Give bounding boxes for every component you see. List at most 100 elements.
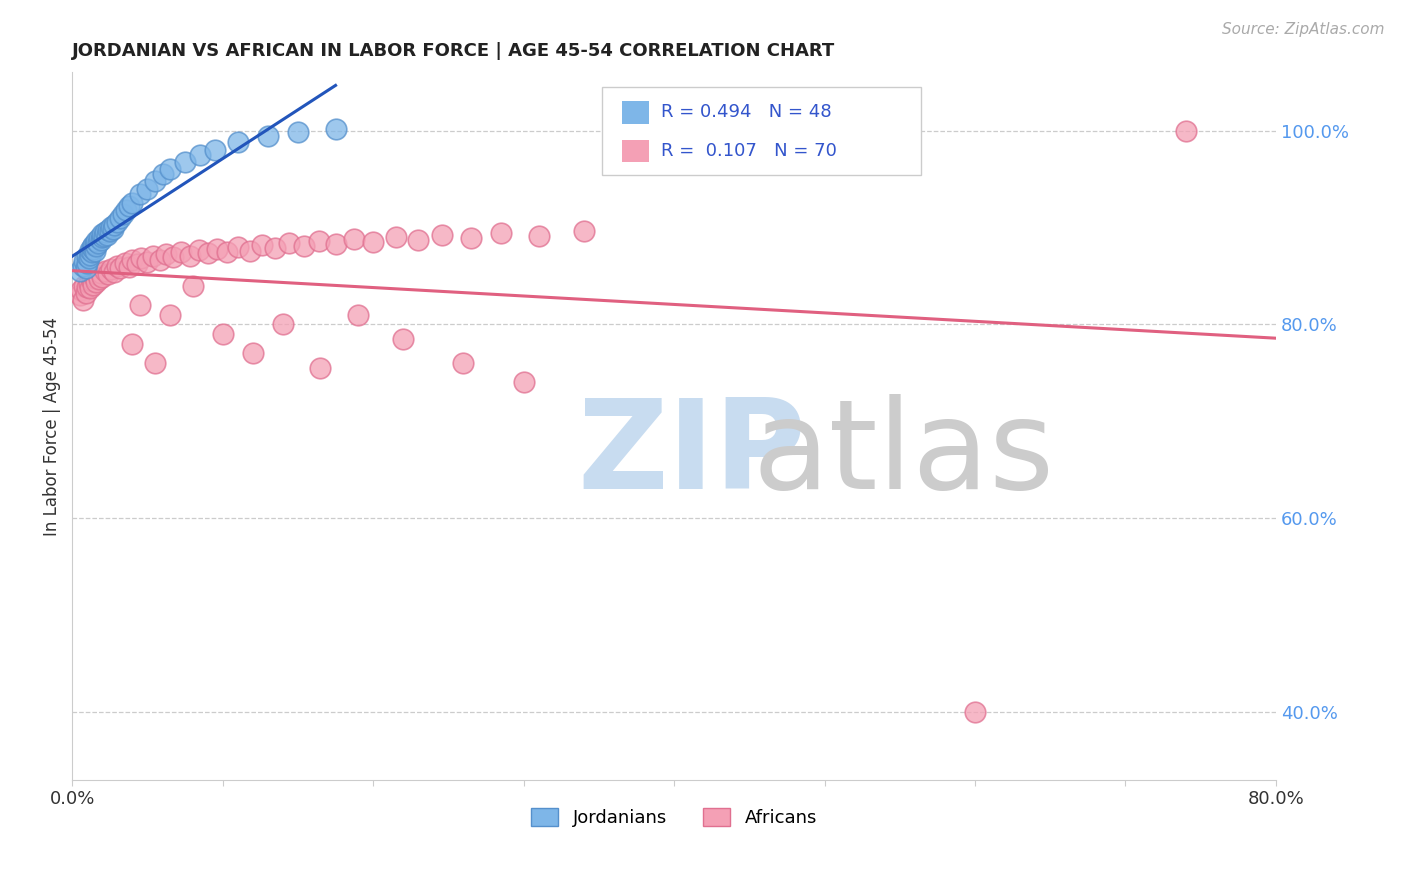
- Point: [162, 251, 184, 265]
- Point: [76, 256, 98, 270]
- Point: [527, 229, 550, 244]
- Point: [80, 240, 103, 254]
- Point: [187, 243, 209, 257]
- Point: [217, 244, 239, 259]
- Point: [70, 284, 93, 298]
- Text: JORDANIAN VS AFRICAN IN LABOR FORCE | AGE 45-54 CORRELATION CHART: JORDANIAN VS AFRICAN IN LABOR FORCE | AG…: [72, 42, 835, 60]
- Point: [73, 278, 96, 293]
- Point: [101, 222, 124, 236]
- Point: [93, 229, 115, 244]
- Point: [83, 236, 105, 251]
- FancyBboxPatch shape: [623, 140, 648, 162]
- Point: [77, 276, 100, 290]
- Y-axis label: In Labor Force | Age 45-54: In Labor Force | Age 45-54: [44, 317, 60, 535]
- Point: [82, 242, 104, 256]
- Point: [75, 261, 97, 276]
- Point: [89, 231, 111, 245]
- Point: [159, 162, 181, 177]
- Legend: Jordanians, Africans: Jordanians, Africans: [524, 800, 824, 834]
- Point: [197, 245, 219, 260]
- Point: [69, 264, 91, 278]
- Point: [512, 376, 534, 390]
- Point: [384, 230, 406, 244]
- Point: [80, 274, 103, 288]
- Point: [80, 244, 103, 259]
- Point: [188, 148, 211, 162]
- Point: [963, 705, 986, 719]
- Point: [100, 262, 122, 277]
- Point: [277, 235, 299, 250]
- FancyBboxPatch shape: [602, 87, 921, 175]
- Point: [174, 154, 197, 169]
- Point: [98, 224, 121, 238]
- Point: [136, 182, 159, 196]
- Point: [83, 270, 105, 285]
- Point: [309, 360, 332, 375]
- Point: [292, 239, 315, 253]
- Point: [79, 243, 101, 257]
- Point: [103, 265, 125, 279]
- Point: [87, 235, 110, 250]
- Point: [96, 228, 118, 243]
- Point: [325, 236, 347, 251]
- Point: [82, 238, 104, 252]
- Point: [84, 234, 107, 248]
- Point: [361, 235, 384, 249]
- Point: [72, 259, 94, 273]
- Point: [148, 253, 170, 268]
- Text: R = 0.494   N = 48: R = 0.494 N = 48: [661, 103, 831, 121]
- Point: [159, 308, 181, 322]
- Point: [105, 214, 128, 228]
- Point: [121, 336, 143, 351]
- Point: [94, 225, 117, 239]
- Point: [76, 250, 98, 264]
- Point: [79, 281, 101, 295]
- Point: [239, 244, 262, 258]
- Point: [110, 211, 132, 225]
- Point: [181, 278, 204, 293]
- Point: [97, 267, 120, 281]
- Point: [82, 277, 104, 292]
- Point: [110, 261, 132, 276]
- Point: [453, 356, 475, 370]
- Point: [94, 264, 117, 278]
- Point: [83, 244, 105, 258]
- Point: [169, 244, 191, 259]
- Point: [91, 269, 114, 284]
- Point: [155, 246, 177, 260]
- Point: [347, 308, 370, 322]
- Point: [572, 224, 595, 238]
- Point: [256, 129, 278, 144]
- Point: [72, 293, 94, 307]
- Point: [84, 239, 107, 253]
- Point: [112, 207, 135, 221]
- Point: [87, 268, 110, 282]
- Point: [142, 250, 165, 264]
- Point: [342, 232, 364, 246]
- Point: [131, 252, 153, 266]
- Point: [432, 228, 454, 243]
- Point: [264, 241, 287, 255]
- Point: [205, 242, 228, 256]
- Point: [91, 227, 114, 242]
- Point: [308, 234, 330, 248]
- FancyBboxPatch shape: [623, 101, 648, 124]
- Point: [408, 233, 430, 247]
- Point: [250, 238, 273, 252]
- Point: [179, 248, 201, 262]
- Point: [121, 253, 143, 268]
- Point: [226, 135, 249, 149]
- Point: [118, 260, 141, 274]
- Point: [90, 233, 112, 247]
- Point: [69, 288, 91, 302]
- Point: [91, 230, 114, 244]
- Point: [90, 266, 112, 280]
- Point: [211, 326, 233, 341]
- Text: Source: ZipAtlas.com: Source: ZipAtlas.com: [1222, 22, 1385, 37]
- Point: [100, 220, 122, 235]
- Point: [152, 167, 174, 181]
- Text: R =  0.107   N = 70: R = 0.107 N = 70: [661, 142, 837, 160]
- Point: [325, 121, 347, 136]
- Point: [118, 199, 141, 213]
- Point: [103, 219, 125, 233]
